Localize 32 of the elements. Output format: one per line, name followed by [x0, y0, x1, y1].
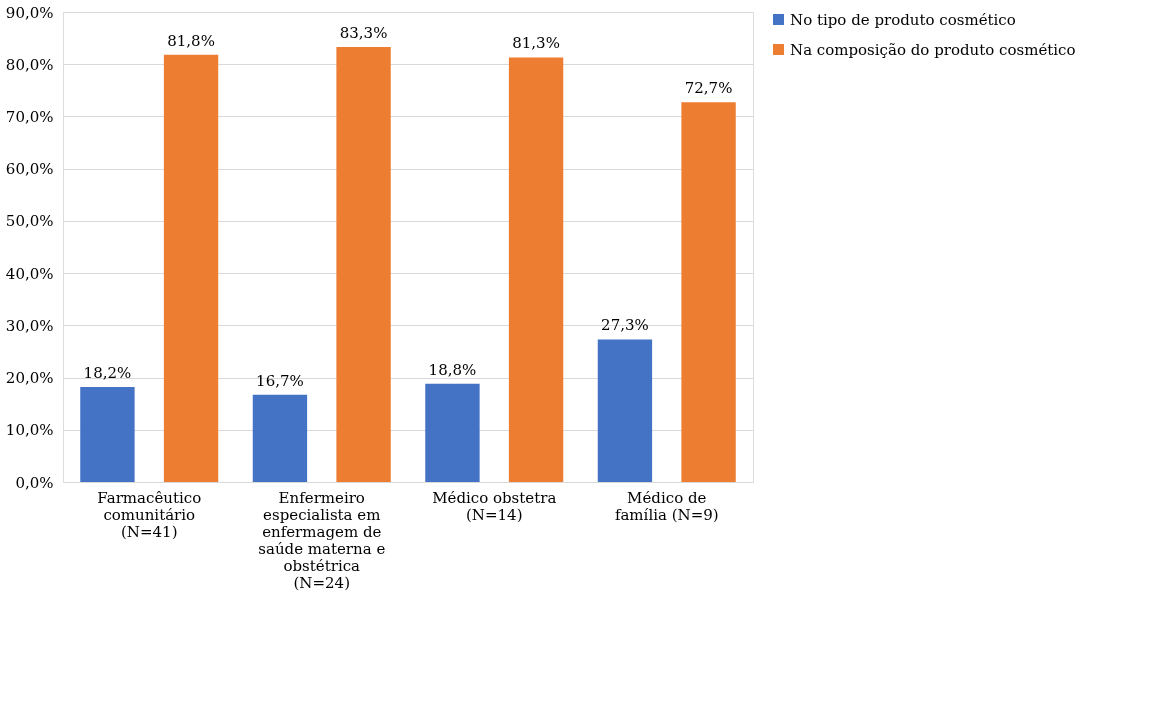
x-tick-label: Farmacêutico comunitário (N=41)	[97, 488, 202, 541]
y-tick-label: 10,0%	[5, 421, 54, 440]
data-label: 18,2%	[83, 363, 132, 382]
x-tick-label: Enfermeiro especialista em enfermagem de saúde materna e obstétrica (N=24)	[258, 488, 386, 592]
bar	[252, 394, 308, 482]
y-tick-label: 80,0%	[5, 55, 54, 74]
legend-label: No tipo de produto cosmético	[790, 10, 1016, 29]
y-tick-label: 50,0%	[5, 212, 54, 231]
y-tick-label: 40,0%	[5, 264, 54, 283]
data-label: 18,8%	[428, 360, 477, 379]
data-label: 72,7%	[684, 79, 733, 98]
y-tick-label: 30,0%	[5, 316, 54, 335]
y-tick-label: 20,0%	[5, 369, 54, 388]
y-tick-label: 60,0%	[5, 160, 54, 179]
legend-label: Na composição do produto cosmético	[790, 40, 1076, 59]
data-label: 16,7%	[256, 371, 304, 390]
y-tick-label: 90,0%	[5, 3, 54, 22]
data-label: 27,3%	[601, 316, 649, 335]
bar	[597, 339, 653, 482]
bar	[425, 383, 480, 482]
x-tick-label: Médico obstetra (N=14)	[432, 488, 557, 524]
x-tick-label: Médico de família (N=9)	[614, 488, 719, 524]
bar	[80, 386, 135, 482]
bar	[508, 57, 564, 482]
bar	[336, 46, 391, 482]
y-tick-label: 0,0%	[15, 473, 54, 492]
data-label: 81,3%	[512, 34, 560, 53]
bar	[681, 102, 736, 482]
data-label: 81,8%	[167, 31, 215, 50]
y-tick-label: 70,0%	[5, 107, 54, 126]
bar	[163, 54, 219, 482]
data-label: 83,3%	[339, 23, 388, 42]
